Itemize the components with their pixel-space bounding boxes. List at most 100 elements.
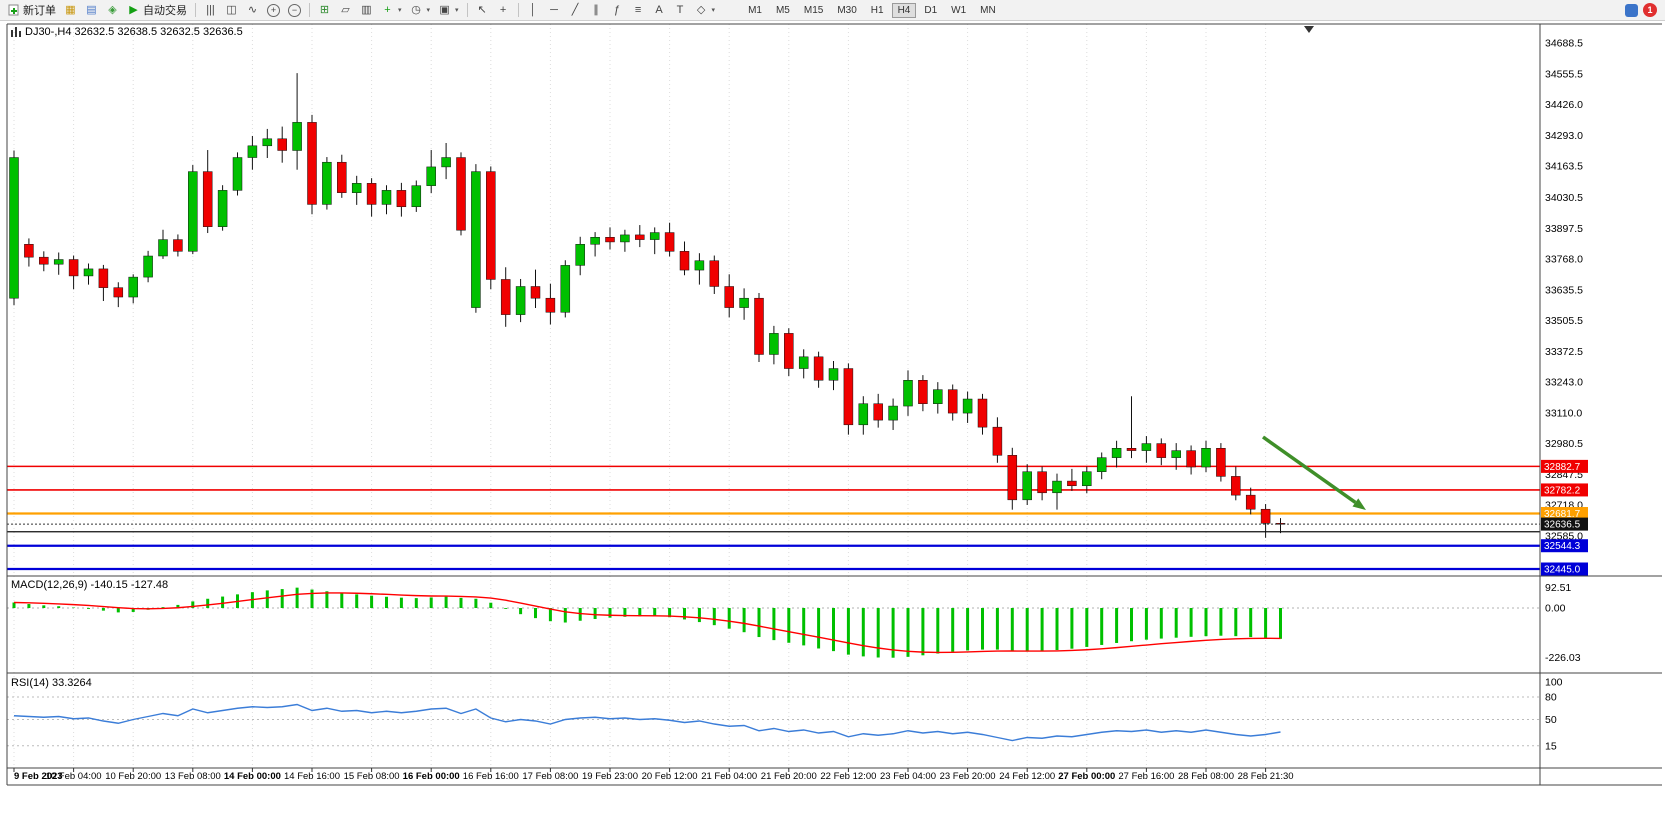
trendline-button[interactable]: ╱	[565, 2, 586, 19]
timeframe-m15[interactable]: M15	[803, 4, 824, 16]
svg-text:14 Feb 00:00: 14 Feb 00:00	[224, 771, 281, 782]
candle	[247, 135, 258, 170]
candle	[1156, 438, 1167, 466]
svg-text:24 Feb 12:00: 24 Feb 12:00	[999, 771, 1055, 782]
candle	[486, 166, 496, 290]
candle	[873, 393, 883, 428]
bar-chart-type-button[interactable]: |||	[200, 2, 221, 19]
auto-trading-label: 自动交易	[143, 5, 187, 17]
symbol-ohlc-label: DJ30-,H4 32632.5 32638.5 32632.5 32636.5	[11, 26, 243, 38]
chevron-down-icon: ▾	[426, 7, 431, 14]
svg-text:33110.0: 33110.0	[1545, 408, 1582, 420]
data-window-button[interactable]: ◈	[102, 2, 123, 19]
candle	[113, 282, 124, 308]
chevron-down-icon: ▾	[455, 7, 459, 14]
timeframe-h1[interactable]: H1	[870, 4, 884, 16]
candle	[158, 229, 168, 259]
cascade-windows-button[interactable]: ▱	[335, 2, 356, 19]
new-chart-button[interactable]: ▦	[60, 2, 81, 19]
candle	[337, 154, 347, 198]
templates-button[interactable]: ▣ ▾	[434, 2, 463, 19]
candle	[381, 185, 392, 215]
candle	[769, 325, 779, 365]
notification-badge: 1	[1643, 3, 1657, 17]
candle	[1260, 504, 1271, 538]
trend-arrow[interactable]	[1261, 435, 1366, 510]
zoom-out-button[interactable]: −	[284, 2, 305, 19]
candle	[396, 182, 407, 217]
cursor-button[interactable]: ↖	[472, 2, 493, 19]
candle	[9, 150, 19, 306]
candle	[217, 185, 228, 231]
candle	[83, 263, 94, 285]
vertical-line-icon: │	[529, 3, 537, 16]
shapes-button[interactable]: ◇ ▾	[691, 2, 720, 19]
candle	[962, 391, 973, 423]
price-tag: 32636.5	[1541, 517, 1588, 531]
svg-text:27 Feb 16:00: 27 Feb 16:00	[1118, 771, 1174, 782]
timeframe-m1[interactable]: M1	[748, 4, 762, 16]
candle	[1037, 466, 1047, 501]
label-icon: T	[676, 3, 684, 16]
candle	[1245, 487, 1256, 515]
timeframe-mn[interactable]: MN	[980, 4, 996, 16]
zoom-in-button[interactable]: +	[263, 2, 284, 19]
timeframe-w1[interactable]: W1	[951, 4, 967, 16]
levels-button[interactable]: ≡	[628, 2, 649, 19]
crosshair-button[interactable]: +	[493, 2, 514, 19]
svg-text:20 Feb 12:00: 20 Feb 12:00	[642, 771, 698, 782]
periods-button[interactable]: ◷ ▾	[406, 2, 435, 19]
svg-text:32445.0: 32445.0	[1544, 565, 1581, 576]
line-chart-type-button[interactable]: ∿	[242, 2, 263, 19]
candle	[1126, 396, 1137, 459]
candlesticks	[9, 73, 1286, 538]
zoom-out-icon: −	[288, 3, 301, 17]
svg-text:15: 15	[1545, 740, 1557, 752]
price-tag: 32882.7	[1541, 459, 1588, 473]
fibonacci-button[interactable]: ƒ	[607, 2, 628, 19]
candle	[1111, 440, 1122, 468]
text-button[interactable]: A	[649, 2, 670, 19]
svg-text:32636.5: 32636.5	[1544, 520, 1581, 531]
candle	[1067, 468, 1077, 491]
crosshair-icon: +	[499, 3, 507, 16]
horizontal-lines[interactable]	[7, 465, 1540, 571]
new-chart-icon: ▦	[65, 3, 76, 16]
svg-text:9 Feb 2023: 9 Feb 2023	[14, 771, 63, 782]
timeframe-d1[interactable]: D1	[924, 4, 938, 16]
svg-text:92.51: 92.51	[1545, 582, 1571, 594]
vertical-line-button[interactable]: │	[523, 2, 544, 19]
periods-icon: ◷	[411, 3, 421, 16]
cursor-icon: ↖	[477, 3, 487, 16]
chart-shift-marker[interactable]	[1304, 26, 1314, 33]
svg-text:80: 80	[1545, 692, 1557, 704]
svg-text:33768.0: 33768.0	[1545, 253, 1583, 265]
tile-windows-button[interactable]: ⊞	[314, 2, 335, 19]
community-icon[interactable]	[1625, 3, 1638, 17]
svg-text:32882.7: 32882.7	[1544, 462, 1581, 473]
candle	[798, 349, 809, 379]
line-chart-type-icon: ∿	[247, 3, 258, 16]
candle	[813, 351, 824, 388]
candle	[1201, 440, 1211, 473]
horizontal-line-button[interactable]: ─	[544, 2, 565, 19]
indicators-button[interactable]: + ▾	[377, 2, 406, 19]
rsi-pane	[7, 696, 1540, 747]
candle	[724, 274, 734, 318]
timeframe-m30[interactable]: M30	[837, 4, 857, 16]
profiles-button[interactable]: ▤	[81, 2, 102, 19]
candle	[828, 361, 839, 391]
auto-trading-button[interactable]: ▶ 自动交易	[123, 2, 191, 19]
label-button[interactable]: T	[670, 2, 691, 19]
candle	[664, 222, 675, 257]
svg-text:15 Feb 08:00: 15 Feb 08:00	[344, 771, 400, 782]
candlestick-type-button[interactable]: ◫	[221, 2, 242, 19]
channel-button[interactable]: ∥	[586, 2, 607, 19]
timeframe-h4[interactable]: H4	[891, 2, 917, 18]
arrange-windows-button[interactable]: ▥	[356, 2, 377, 19]
new-order-button[interactable]: 新订单	[4, 2, 60, 19]
timeframe-m5[interactable]: M5	[775, 4, 790, 16]
svg-text:17 Feb 08:00: 17 Feb 08:00	[522, 771, 578, 782]
